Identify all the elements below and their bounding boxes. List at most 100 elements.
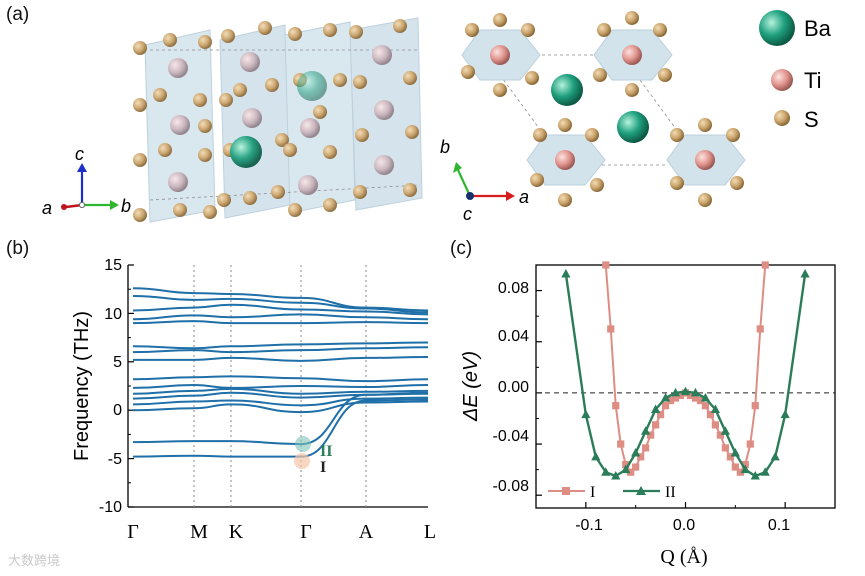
phonon-y-tick-labels: 15 10 5 0 -5 -10 (99, 257, 122, 516)
energy-point-II-7 (641, 426, 651, 435)
energy-point-II-10 (670, 387, 681, 397)
energy-point-I-17 (686, 391, 695, 400)
mode-i-label: I (320, 459, 326, 476)
legend-s-label: S (804, 107, 819, 132)
energy-point-II-6 (631, 448, 641, 457)
phonon-band-3 (132, 313, 429, 321)
triad-side-c-label: c (75, 144, 84, 164)
energy-legend (548, 486, 660, 495)
energy-x-tick-labels: -0.1 0.0 0.1 (575, 517, 790, 534)
energy-point-II-2 (591, 451, 601, 461)
phonon-band-10 (132, 387, 429, 395)
mode-ii-marker (295, 436, 311, 452)
energy-ytick-neg0.08: -0.08 (493, 478, 530, 495)
energy-y-axis-label: ΔE (eV) (460, 351, 482, 422)
phonon-band-6 (132, 346, 429, 354)
energy-point-I-3 (617, 440, 625, 448)
kpoint-l: L (424, 521, 436, 543)
energy-point-II-21 (780, 409, 790, 419)
energy-point-I-20 (701, 402, 710, 410)
energy-point-II-13 (700, 393, 711, 402)
energy-point-I-11 (656, 411, 665, 419)
energy-point-I-28 (741, 460, 749, 469)
triad-top-b-label: b (440, 137, 450, 157)
panel-label-a: (a) (6, 4, 30, 25)
energy-point-II-11 (680, 386, 691, 396)
energy-point-II-0 (561, 268, 571, 278)
mode-i-marker (294, 453, 310, 469)
energy-point-I-26 (731, 463, 739, 471)
kpoint-k: K (229, 521, 244, 543)
energy-ytick-0.04: 0.04 (498, 328, 529, 345)
energy-point-II-5 (621, 464, 631, 474)
energy-point-I-13 (666, 396, 675, 405)
phonon-ytick-0: 0 (113, 402, 122, 419)
energy-point-I-24 (721, 444, 729, 452)
energy-point-I-30 (751, 402, 759, 410)
watermark-text: 大数跨境 (8, 554, 61, 569)
phonon-x-tick-labels: Γ M K Γ A L (127, 521, 436, 543)
energy-point-II-17 (740, 464, 750, 474)
phonon-band-7 (133, 355, 429, 362)
axis-triad-top (453, 162, 515, 201)
energy-point-I-21 (706, 411, 715, 419)
phonon-band-8 (132, 375, 429, 383)
ti-atoms-side (168, 45, 394, 195)
energy-point-I-15 (676, 391, 685, 400)
energy-point-II-12 (690, 387, 701, 397)
phonon-y-ticks (128, 264, 134, 508)
energy-point-II-14 (710, 404, 720, 414)
energy-point-II-8 (651, 404, 661, 414)
energy-point-II-1 (581, 409, 591, 419)
side-view-structure (133, 17, 423, 223)
energy-point-I-14 (671, 394, 680, 402)
energy-series (561, 261, 810, 480)
energy-point-I-1 (607, 325, 615, 333)
kpoint-gamma-1: Γ (127, 521, 139, 543)
phonon-band-15 (132, 398, 429, 458)
triad-top-c-label: c (463, 204, 472, 224)
legend-ba-label: Ba (804, 16, 832, 41)
energy-curve-II (564, 273, 807, 478)
atom-legend (759, 10, 795, 126)
panel-label-b: (b) (6, 238, 30, 259)
energy-point-II-15 (720, 426, 730, 435)
legend-series-i: I (590, 484, 595, 501)
energy-point-I-5 (627, 468, 635, 476)
phonon-band-12 (132, 396, 429, 407)
triad-side-b-label: b (121, 196, 131, 216)
energy-point-I-2 (612, 402, 620, 410)
crystal-structure-figure: c a b (42, 10, 832, 224)
energy-point-I-9 (647, 431, 655, 439)
phonon-band-14 (132, 391, 429, 446)
kpoint-gamma-2: Γ (300, 521, 312, 543)
phonon-ytick-neg10: -10 (99, 499, 122, 516)
energy-double-well-chart: 0.08 0.04 0.00 -0.04 -0.08 -0.1 0.0 0.1 … (460, 261, 836, 568)
energy-point-II-4 (611, 471, 621, 480)
energy-point-I-27 (736, 468, 744, 476)
kpoint-m: M (190, 521, 208, 543)
mode-ii-label: II (320, 443, 332, 460)
energy-point-II-22 (800, 268, 810, 278)
energy-xtick-neg0.1: -0.1 (575, 517, 603, 534)
panel-label-c: (c) (450, 238, 473, 259)
energy-point-II-20 (770, 451, 780, 461)
legend-ti-label: Ti (804, 68, 822, 93)
triad-top-a-label: a (519, 187, 529, 207)
energy-point-I-6 (632, 463, 640, 471)
phonon-band-4 (132, 320, 429, 325)
energy-point-I-29 (746, 440, 754, 448)
phonon-dispersion-chart: 15 10 5 0 -5 -10 Frequency (THz) Γ M K Γ… (71, 257, 436, 543)
phonon-ytick-10: 10 (104, 306, 122, 323)
phonon-ytick-5: 5 (113, 354, 122, 371)
energy-point-I-4 (622, 460, 630, 469)
energy-point-II-9 (660, 393, 671, 402)
energy-point-II-3 (601, 467, 611, 476)
energy-y-tick-labels: 0.08 0.04 0.00 -0.04 -0.08 (493, 280, 530, 495)
legend-series-ii: II (665, 484, 676, 501)
kpoint-a: A (359, 521, 374, 543)
phonon-ytick-neg5: -5 (108, 451, 122, 468)
phonon-band-1 (132, 294, 429, 314)
energy-point-I-31 (756, 325, 764, 333)
energy-point-I-25 (726, 453, 734, 461)
